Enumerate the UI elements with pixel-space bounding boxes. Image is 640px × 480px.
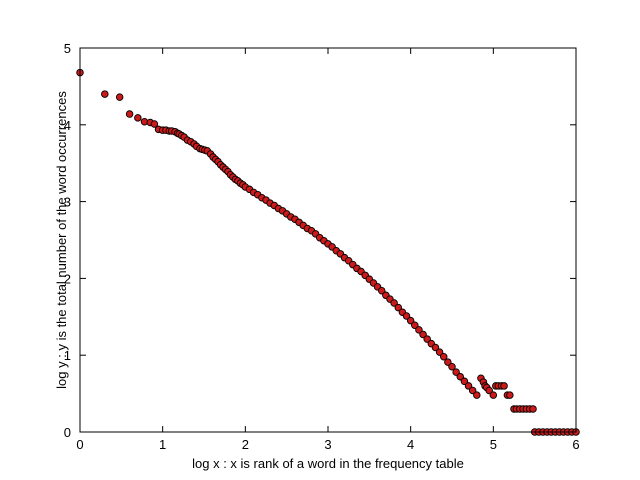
data-point <box>411 321 419 329</box>
data-point <box>529 405 537 413</box>
data-point <box>460 377 469 386</box>
data-point <box>101 90 109 98</box>
data-point <box>464 382 473 390</box>
x-tick-label: 6 <box>572 437 579 452</box>
data-point <box>448 362 456 371</box>
y-tick-label: 4 <box>64 118 71 133</box>
data-point <box>423 335 431 343</box>
data-point <box>134 114 142 122</box>
x-axis-title: log x : x is rank of a word in the frequ… <box>192 456 464 471</box>
x-tick-label: 1 <box>159 437 166 452</box>
y-tick-label: 5 <box>64 41 71 56</box>
data-point <box>444 358 452 366</box>
data-point <box>150 120 159 128</box>
data-point <box>402 312 411 320</box>
x-tick-label: 4 <box>407 437 414 452</box>
data-point <box>419 330 427 339</box>
data-point <box>115 93 124 101</box>
data-point <box>435 348 444 356</box>
data-point <box>456 372 465 381</box>
data-point <box>394 303 403 312</box>
x-tick-label: 5 <box>490 437 497 452</box>
data-point <box>506 391 514 399</box>
data-point <box>439 352 448 361</box>
y-tick-label: 0 <box>64 425 71 440</box>
data-point <box>377 286 386 295</box>
data-point <box>485 386 493 395</box>
data-point <box>390 299 398 307</box>
x-tick-label: 3 <box>324 437 331 452</box>
x-tick-label: 0 <box>76 437 83 452</box>
data-point <box>500 382 508 390</box>
data-points <box>76 68 580 436</box>
data-point <box>452 368 460 376</box>
y-tick-label: 3 <box>64 195 71 210</box>
data-point <box>406 316 415 325</box>
data-point <box>489 391 498 399</box>
data-point <box>415 326 423 334</box>
tick-labels: 0 1 2 3 4 5 6 0 1 2 3 4 5 <box>64 41 580 452</box>
data-point <box>125 110 134 118</box>
y-axis-title: log y : y is the total number of the wor… <box>54 91 69 389</box>
y-tick-label: 2 <box>64 271 71 286</box>
data-point <box>431 343 440 352</box>
plot-frame <box>79 47 577 433</box>
data-point <box>473 391 481 399</box>
data-point <box>468 386 477 395</box>
ticks <box>79 47 577 433</box>
x-tick-label: 2 <box>242 437 249 452</box>
y-tick-label: 1 <box>64 348 71 363</box>
